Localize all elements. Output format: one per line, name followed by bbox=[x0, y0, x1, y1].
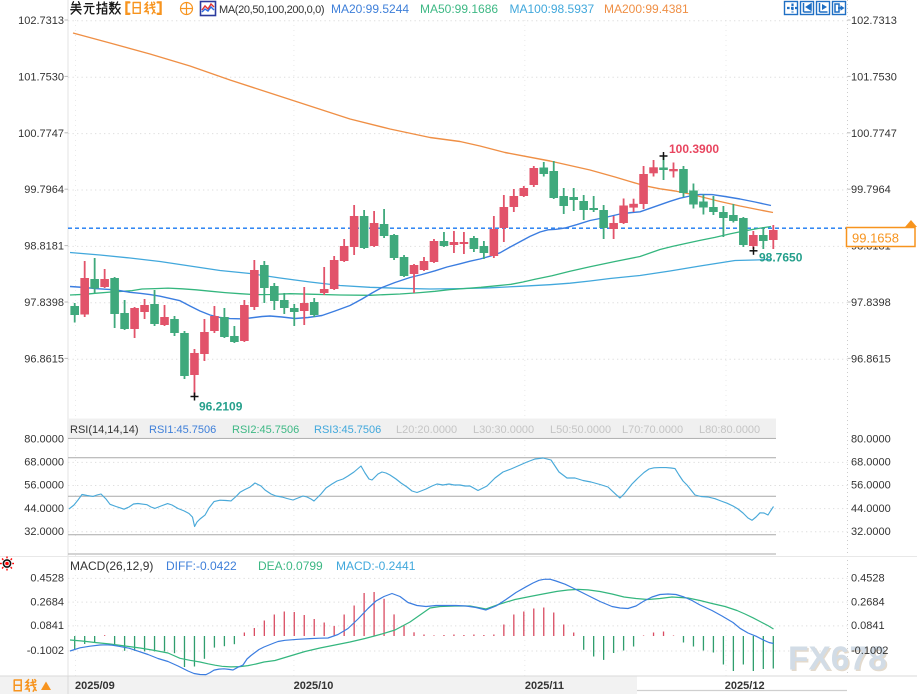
svg-text:L30:30.0000: L30:30.0000 bbox=[473, 424, 534, 436]
svg-text:44.0000: 44.0000 bbox=[851, 503, 891, 515]
svg-text:DEA:0.0799: DEA:0.0799 bbox=[258, 559, 323, 573]
svg-text:L50:50.0000: L50:50.0000 bbox=[550, 424, 611, 436]
svg-text:100.7747: 100.7747 bbox=[18, 128, 64, 140]
svg-text:0.0841: 0.0841 bbox=[851, 620, 885, 632]
svg-text:FX678: FX678 bbox=[790, 642, 889, 679]
svg-text:FX678: FX678 bbox=[788, 641, 887, 678]
svg-text:L80:80.0000: L80:80.0000 bbox=[699, 424, 760, 436]
svg-text:99.7964: 99.7964 bbox=[24, 184, 64, 196]
svg-text:68.0000: 68.0000 bbox=[24, 457, 64, 469]
svg-text:56.0000: 56.0000 bbox=[851, 480, 891, 492]
svg-text:RSI(14,14,14): RSI(14,14,14) bbox=[70, 424, 138, 436]
svg-text:MACD:-0.2441: MACD:-0.2441 bbox=[336, 559, 416, 573]
svg-text:100.3900: 100.3900 bbox=[669, 142, 719, 156]
svg-text:-0.1002: -0.1002 bbox=[851, 645, 888, 657]
svg-text:96.2109: 96.2109 bbox=[199, 400, 243, 414]
svg-text:MA100:98.5937: MA100:98.5937 bbox=[510, 2, 595, 16]
svg-text:MA20:99.5244: MA20:99.5244 bbox=[331, 2, 409, 16]
svg-text:0.2684: 0.2684 bbox=[30, 596, 64, 608]
svg-text:102.7313: 102.7313 bbox=[851, 15, 897, 27]
svg-text:2025/11: 2025/11 bbox=[525, 680, 564, 692]
svg-text:96.8615: 96.8615 bbox=[24, 353, 64, 365]
svg-text:DIFF:-0.0422: DIFF:-0.0422 bbox=[166, 559, 237, 573]
svg-text:RSI2:45.7506: RSI2:45.7506 bbox=[232, 424, 299, 436]
svg-text:RSI1:45.7506: RSI1:45.7506 bbox=[149, 424, 216, 436]
svg-text:44.0000: 44.0000 bbox=[24, 503, 64, 515]
svg-text:101.7530: 101.7530 bbox=[851, 71, 897, 83]
svg-text:80.0000: 80.0000 bbox=[24, 433, 64, 445]
svg-text:MA50:99.1686: MA50:99.1686 bbox=[420, 2, 498, 16]
svg-text:98.8181: 98.8181 bbox=[24, 241, 64, 253]
svg-text:0.4528: 0.4528 bbox=[851, 573, 885, 585]
svg-text:102.7313: 102.7313 bbox=[18, 15, 64, 27]
svg-text:68.0000: 68.0000 bbox=[851, 457, 891, 469]
svg-text:32.0000: 32.0000 bbox=[24, 526, 64, 538]
svg-text:96.8615: 96.8615 bbox=[851, 353, 891, 365]
svg-text:L70:70.0000: L70:70.0000 bbox=[622, 424, 683, 436]
svg-text:MACD(26,12,9): MACD(26,12,9) bbox=[70, 559, 153, 573]
svg-text:100.7747: 100.7747 bbox=[851, 128, 897, 140]
svg-text:2025/09: 2025/09 bbox=[75, 680, 115, 692]
svg-text:80.0000: 80.0000 bbox=[851, 433, 891, 445]
svg-text:0.4528: 0.4528 bbox=[30, 573, 64, 585]
svg-text:101.7530: 101.7530 bbox=[18, 71, 64, 83]
svg-text:0.0841: 0.0841 bbox=[30, 620, 64, 632]
svg-text:56.0000: 56.0000 bbox=[24, 480, 64, 492]
svg-text:97.8398: 97.8398 bbox=[851, 297, 891, 309]
svg-text:98.7650: 98.7650 bbox=[759, 251, 803, 265]
svg-text:MA200:99.4381: MA200:99.4381 bbox=[604, 2, 689, 16]
svg-text:RSI3:45.7506: RSI3:45.7506 bbox=[314, 424, 381, 436]
svg-text:MA(20,50,100,200,0,0): MA(20,50,100,200,0,0) bbox=[219, 4, 324, 16]
svg-text:0.2684: 0.2684 bbox=[851, 596, 885, 608]
svg-text:L20:20.0000: L20:20.0000 bbox=[396, 424, 457, 436]
svg-text:2025/10: 2025/10 bbox=[294, 680, 334, 692]
svg-text:2025/12: 2025/12 bbox=[725, 680, 765, 692]
svg-text:-0.1002: -0.1002 bbox=[27, 645, 64, 657]
svg-text:99.7964: 99.7964 bbox=[851, 184, 891, 196]
svg-text:97.8398: 97.8398 bbox=[24, 297, 64, 309]
svg-text:32.0000: 32.0000 bbox=[851, 526, 891, 538]
svg-text:99.1658: 99.1658 bbox=[852, 231, 899, 246]
